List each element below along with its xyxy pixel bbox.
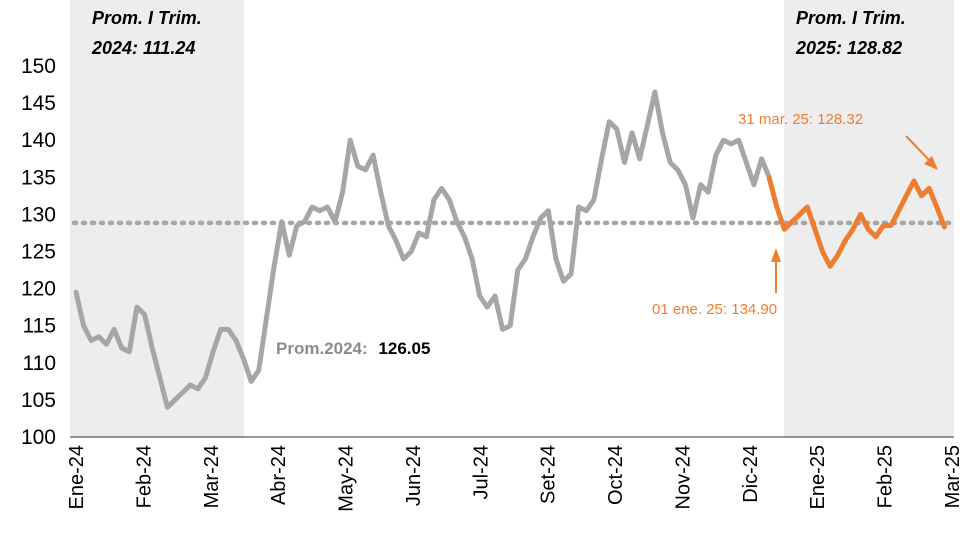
x-tick-label: Dic-24	[740, 445, 762, 503]
y-tick-label: 115	[23, 315, 56, 338]
y-tick-label: 105	[21, 389, 56, 412]
y-tick-label: 150	[21, 55, 56, 78]
x-tick-label: Ene-24	[66, 445, 88, 510]
x-tick-label: Feb-24	[133, 445, 155, 508]
quarter-2024-line1: Prom. I Trim.	[92, 8, 202, 28]
quarter-2025-line1: Prom. I Trim.	[796, 8, 906, 28]
annotation-end-arrow	[905, 135, 931, 162]
average-annotation: Prom.2024: 126.05	[276, 339, 430, 358]
x-tick-label: Set-24	[538, 445, 560, 504]
average-annotation-label: Prom.2024:	[276, 339, 368, 358]
x-tick-label: Mar-24	[201, 445, 223, 508]
series-2024-line	[73, 89, 772, 410]
y-tick-label: 120	[21, 278, 56, 301]
annotation-start-arrowhead	[771, 248, 781, 262]
y-tick-label: 130	[21, 203, 56, 226]
y-tick-label: 100	[21, 426, 56, 449]
y-tick-label: 125	[21, 241, 56, 264]
x-tick-label: Jun-24	[403, 445, 425, 506]
x-tick-label: Nov-24	[672, 445, 694, 509]
x-tick-label: Oct-24	[605, 445, 627, 505]
x-axis-ticks: Ene-24 Feb-24 Mar-24 Abr-24 May-24 Jun-24 Jul-…	[66, 445, 964, 512]
y-tick-label: 145	[21, 92, 56, 115]
x-tick-label: Mar-25	[942, 445, 964, 508]
series-2025-line	[766, 175, 947, 269]
annotation-end-value: 31 mar. 25: 128.32	[738, 111, 863, 128]
x-tick-label: May-24	[336, 445, 358, 512]
average-annotation-value: 126.05	[378, 339, 430, 358]
quarter-2025-line2: 2025: 128.82	[795, 38, 902, 58]
x-tick-label: Abr-24	[268, 445, 290, 505]
quarter-2024-line2: 2024: 111.24	[91, 38, 195, 58]
annotation-end-arrowhead	[924, 156, 938, 170]
x-tick-label: Feb-25	[875, 445, 897, 508]
x-tick-label: Jul-24	[470, 445, 492, 499]
y-tick-label: 135	[21, 166, 56, 189]
y-tick-label: 110	[23, 352, 56, 375]
y-tick-label: 140	[21, 129, 56, 152]
y-axis-ticks: 100 105 110 115 120 125 130 135 140 145 150	[21, 55, 56, 449]
annotation-start-value: 01 ene. 25: 134.90	[652, 301, 777, 318]
x-tick-label: Ene-25	[807, 445, 829, 510]
